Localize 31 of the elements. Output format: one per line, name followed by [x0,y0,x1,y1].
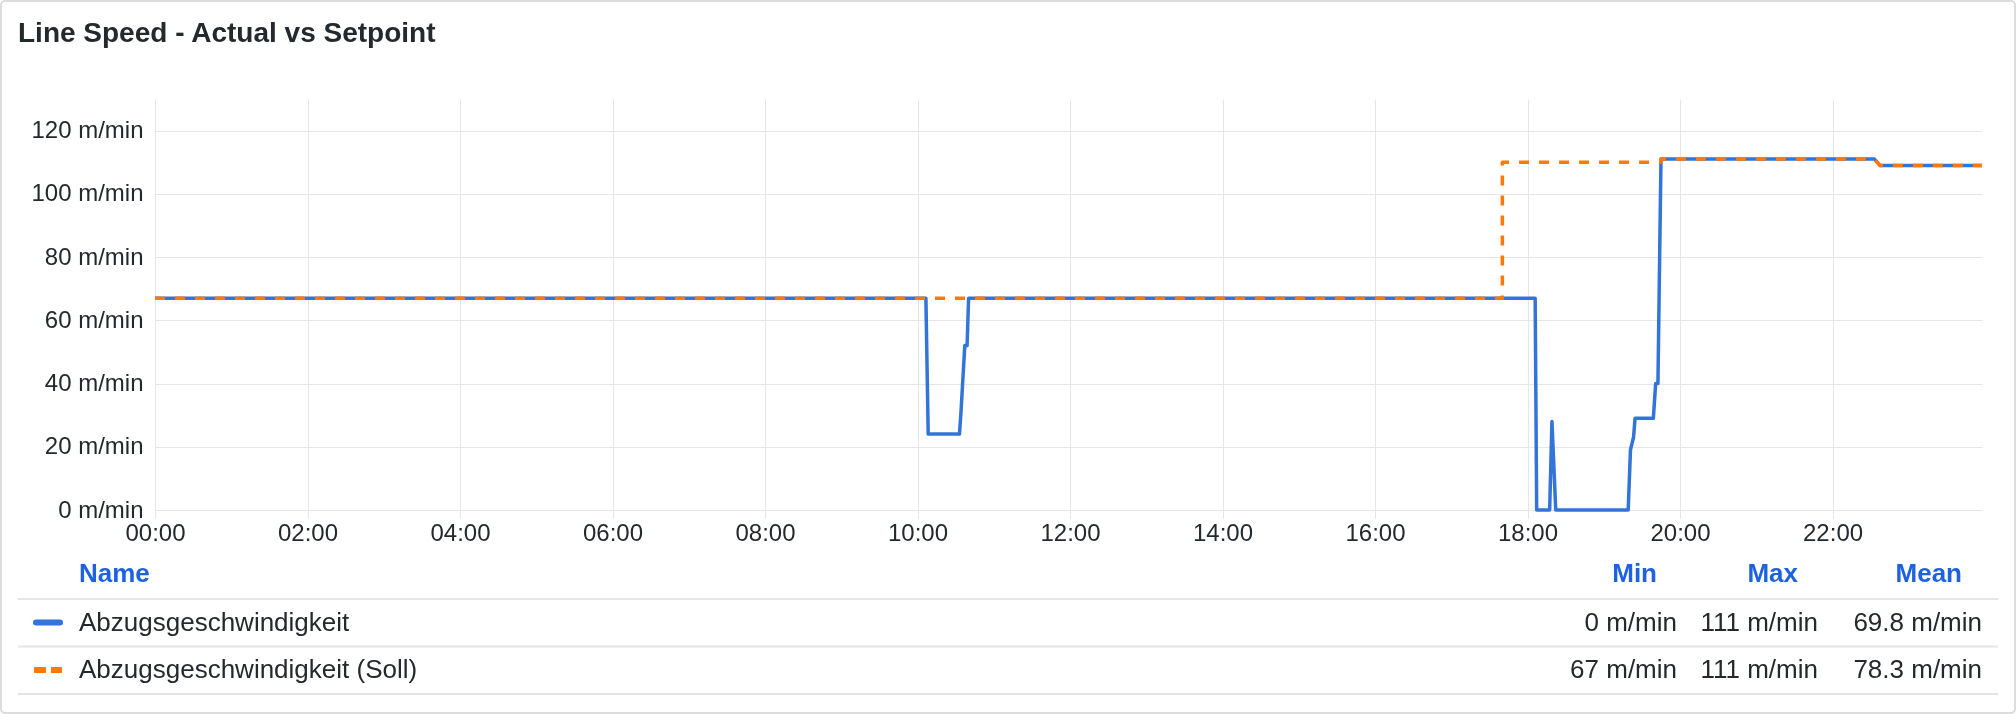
text: Mean [1895,558,1962,588]
y-tick-label: 60 m/min [44,305,144,333]
x-tick-label: 22:00 [1803,518,1864,546]
x-tick-label: 10:00 [887,518,949,546]
y-tick-label: 100 m/min [31,179,144,207]
chart-title: Line Speed - Actual vs Setpoint [18,17,436,48]
x-tick-label: 12:00 [1040,518,1101,546]
y-tick-label: 20 m/min [44,432,144,460]
text: 111 m/min [1700,654,1818,684]
x-tick-label: 20:00 [1650,518,1711,546]
text: 78.3 m/min [1853,654,1982,684]
text: 0 m/min [1584,606,1677,637]
y-tick-label: 120 m/min [31,116,144,144]
text: 69.8 m/min [1853,606,1982,637]
x-tick-label: 06:00 [582,518,644,546]
legend-label: Abzugsgeschwindigkeit (Soll) [79,654,418,684]
text: 111 m/min [1700,606,1818,637]
x-tick-label: 14:00 [1193,518,1254,546]
text: 67 m/min [1570,654,1677,684]
y-tick-label: 40 m/min [44,369,144,397]
x-tick-label: 08:00 [735,518,796,546]
line-series [153,157,1984,300]
x-tick-label: 16:00 [1345,518,1406,546]
x-tick-label: 04:00 [430,518,491,546]
text: Min [1612,558,1657,588]
y-tick-label: 80 m/min [44,242,144,270]
x-tick-label: 18:00 [1498,518,1559,546]
x-tick-label: 02:00 [277,518,339,546]
text: Name [79,558,150,588]
legend-label: Abzugsgeschwindigkeit [79,606,351,637]
text: Max [1747,558,1799,588]
